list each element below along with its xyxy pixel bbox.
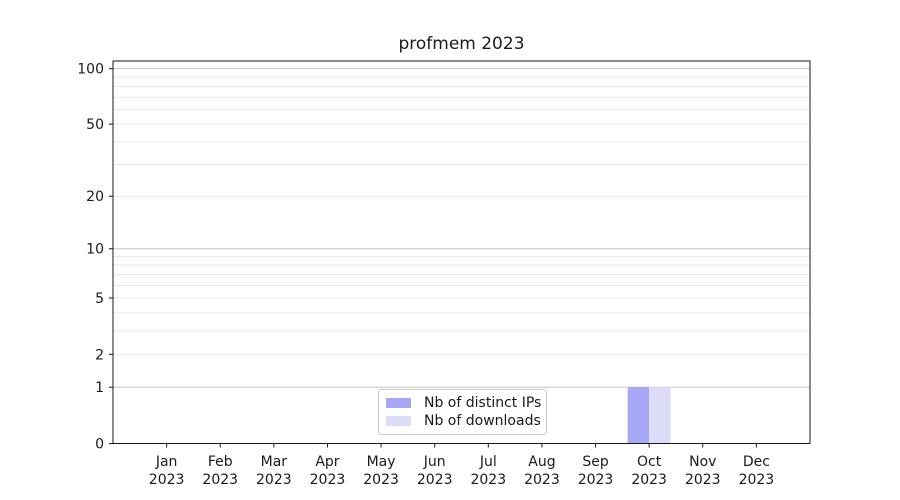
x-tick-label-month: Dec [743, 454, 770, 470]
x-tick-label-month: Jun [423, 454, 446, 470]
legend-swatch-downloads-icon [386, 415, 411, 426]
x-tick-label-year: 2023 [363, 472, 399, 488]
x-tick-label-year: 2023 [202, 472, 238, 488]
chart-title: profmem 2023 [398, 34, 525, 54]
x-tick-label-year: 2023 [417, 472, 453, 488]
x-tick-label-month: Mar [261, 454, 288, 470]
x-tick-label-month: Aug [528, 454, 555, 470]
y-tick-label: 10 [86, 242, 104, 258]
x-tick-label-year: 2023 [470, 472, 506, 488]
x-tick-label-month: May [367, 454, 396, 470]
y-tick-label: 5 [95, 291, 104, 307]
y-tick-label: 50 [86, 117, 104, 133]
bar-oct-s1 [649, 387, 671, 444]
x-tick-label-year: 2023 [149, 472, 185, 488]
x-tick-label-month: Oct [637, 454, 662, 470]
bar-oct-s0 [627, 387, 650, 444]
legend-item-distinct-ips: Nb of distinct IPs [386, 395, 542, 412]
legend-item-downloads: Nb of downloads [386, 412, 541, 430]
x-tick-label-month: Apr [315, 454, 339, 470]
x-tick-label-month: Jan [155, 454, 178, 470]
plot-border [112, 60, 811, 444]
x-tick-label-year: 2023 [256, 472, 292, 488]
y-tick-label: 100 [77, 62, 104, 78]
y-tick-label: 1 [95, 380, 104, 396]
y-tick-label: 0 [95, 437, 104, 453]
x-tick-label-month: Nov [689, 454, 716, 470]
y-tick-label: 20 [86, 189, 104, 205]
legend-swatch-distinct-ips-icon [386, 398, 411, 409]
legend-label-downloads: Nb of downloads [424, 412, 541, 429]
x-tick-label-year: 2023 [310, 472, 346, 488]
x-tick-label-month: Sep [582, 454, 609, 470]
x-tick-label-month: Feb [208, 454, 233, 470]
y-tick-label: 2 [95, 347, 104, 363]
legend: Nb of distinct IPs Nb of downloads [378, 389, 547, 435]
x-tick-label-year: 2023 [578, 472, 614, 488]
x-tick-label-year: 2023 [739, 472, 775, 488]
x-tick-label-year: 2023 [685, 472, 721, 488]
legend-label-distinct-ips: Nb of distinct IPs [424, 395, 542, 412]
x-tick-label-month: Jul [479, 454, 497, 470]
x-tick-label-year: 2023 [524, 472, 560, 488]
x-tick-label-year: 2023 [631, 472, 667, 488]
